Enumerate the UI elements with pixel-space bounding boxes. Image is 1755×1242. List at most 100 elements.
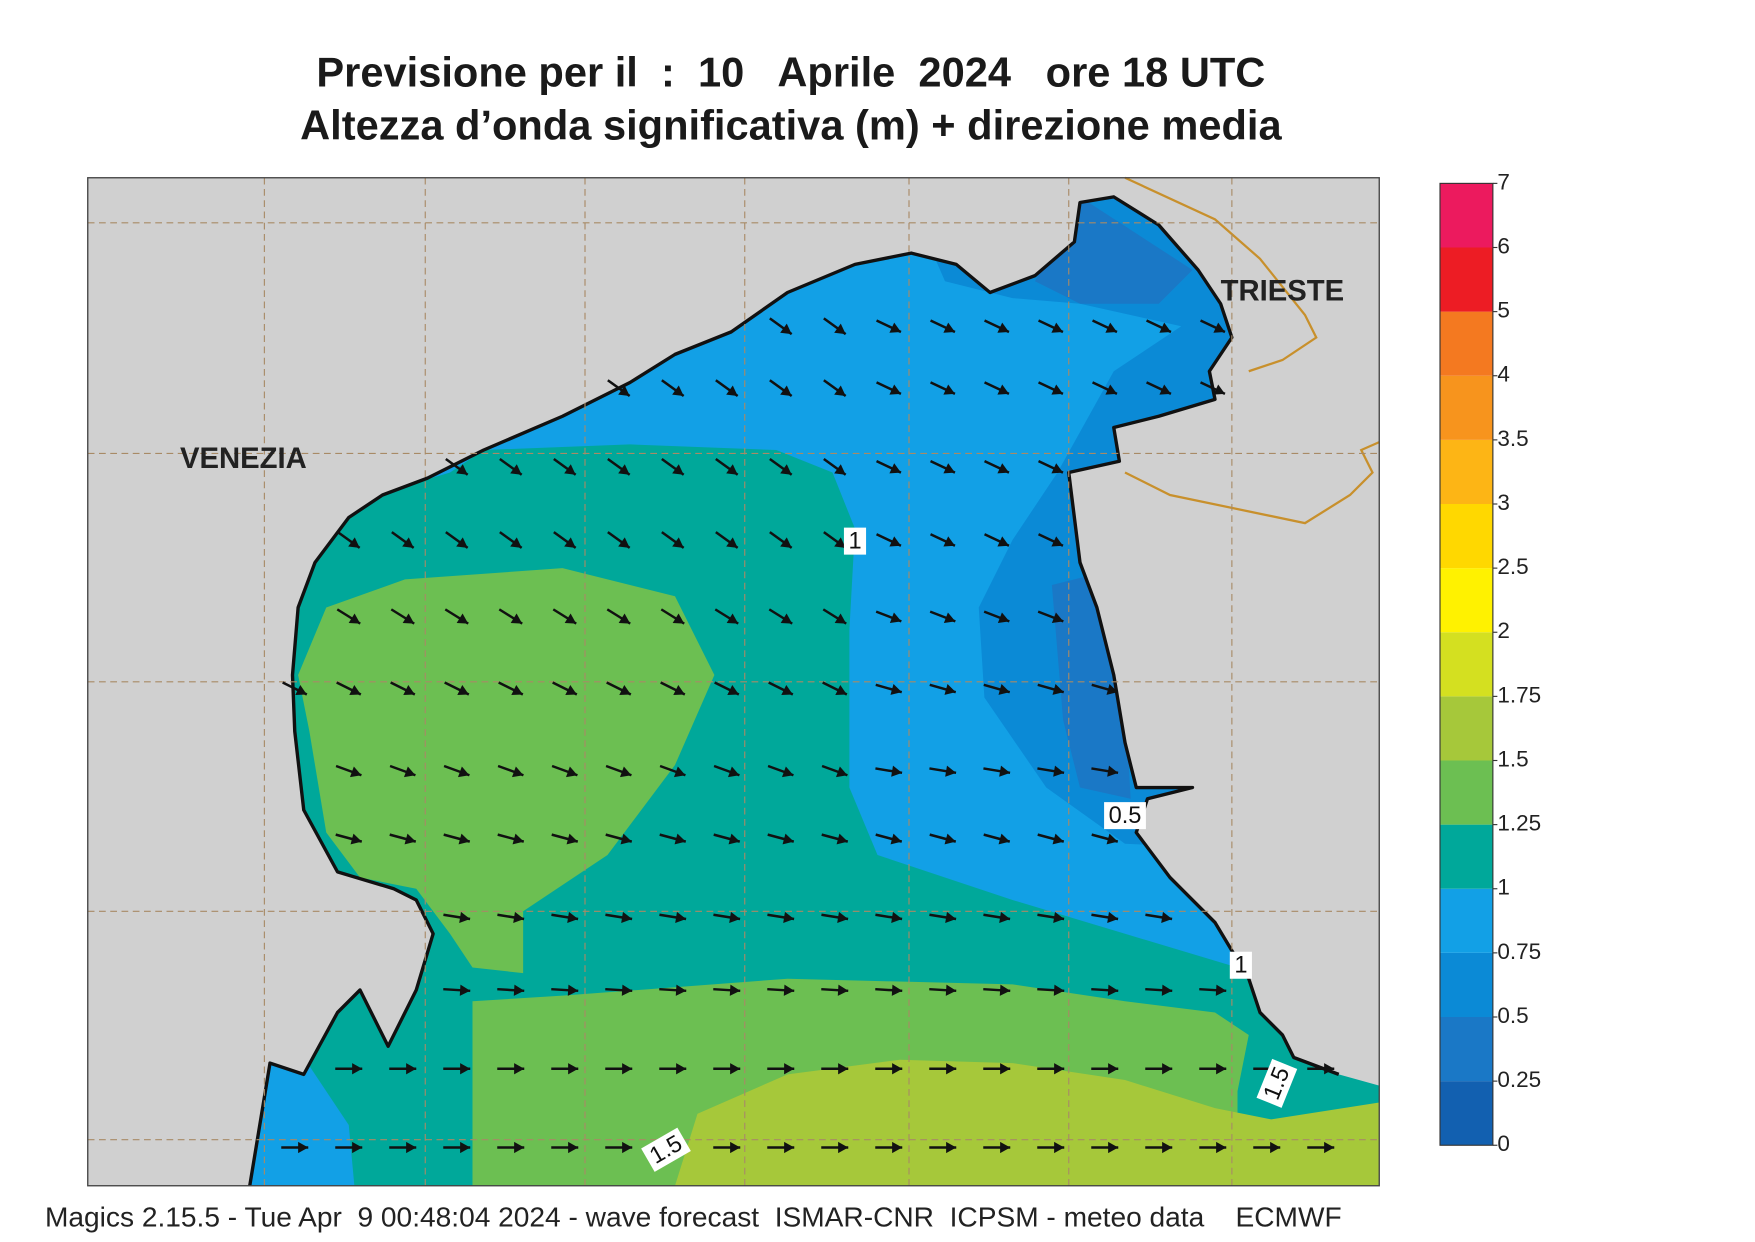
arrow-head bbox=[1051, 384, 1063, 395]
arrow-head bbox=[835, 684, 847, 696]
graticule bbox=[87, 177, 1380, 1186]
arrow-head bbox=[1105, 322, 1117, 333]
contour-label-text: 1 bbox=[848, 528, 861, 554]
arrow-head bbox=[726, 613, 739, 624]
arrow-head bbox=[889, 384, 901, 395]
arrow-head bbox=[511, 766, 524, 778]
arrow-head bbox=[1107, 911, 1119, 923]
arrow-head bbox=[619, 684, 631, 696]
arrow-head bbox=[999, 911, 1011, 923]
arrow-head bbox=[1215, 984, 1227, 996]
arrow-head bbox=[834, 537, 846, 548]
colorbar-bin bbox=[1440, 183, 1493, 248]
contour-label-box bbox=[1229, 951, 1252, 979]
colorbar-bin bbox=[1440, 632, 1493, 697]
arrow-head bbox=[943, 612, 956, 623]
arrow-head bbox=[1159, 384, 1171, 395]
arrow-head bbox=[1162, 1141, 1173, 1154]
arrow-head bbox=[729, 911, 741, 923]
arrow-head bbox=[673, 766, 686, 778]
arrow-head bbox=[780, 464, 792, 475]
contour-label-box bbox=[843, 527, 867, 555]
arrow-head bbox=[834, 613, 847, 624]
arrow-head bbox=[564, 537, 576, 548]
arrow-head bbox=[619, 766, 632, 778]
arrow-head bbox=[564, 464, 576, 475]
arrow-head bbox=[781, 684, 793, 696]
colorbar-tick-label: 3.5 bbox=[1497, 426, 1528, 451]
arrow-head bbox=[1051, 612, 1064, 623]
arrow-head bbox=[1051, 322, 1063, 333]
arrow-head bbox=[889, 612, 902, 623]
arrow-head bbox=[1161, 984, 1173, 996]
arrow-head bbox=[459, 911, 471, 923]
colorbar-tick-label: 4 bbox=[1497, 362, 1510, 387]
colorbar-tick-label: 1.5 bbox=[1497, 746, 1528, 771]
arrow-head bbox=[402, 613, 415, 624]
coastline bbox=[248, 195, 1340, 1187]
arrow-head bbox=[1053, 911, 1065, 923]
arrow-head bbox=[348, 613, 361, 624]
arrow-head bbox=[784, 1063, 795, 1075]
contour-label: 0.5 bbox=[1104, 802, 1146, 830]
arrow-head bbox=[1053, 984, 1065, 996]
arrow-head bbox=[403, 684, 415, 696]
arrow-head bbox=[618, 464, 630, 475]
arrow-head bbox=[999, 984, 1011, 996]
colorbar-bin bbox=[1440, 760, 1493, 825]
arrow-head bbox=[456, 613, 469, 624]
arrow-head bbox=[1159, 322, 1171, 333]
arrow-head bbox=[837, 984, 849, 996]
arrow-head bbox=[997, 463, 1009, 474]
arrow-head bbox=[1216, 1141, 1227, 1154]
colorbar-tick-label: 2.5 bbox=[1497, 554, 1528, 579]
arrow-head bbox=[1052, 833, 1064, 845]
arrow-head bbox=[674, 833, 686, 845]
arrow-head bbox=[620, 833, 632, 845]
arrow-head bbox=[352, 1141, 363, 1154]
arrow-head bbox=[943, 322, 955, 333]
contour-label-text: 1 bbox=[1234, 953, 1247, 979]
arrow-head bbox=[618, 385, 630, 397]
arrow-head bbox=[834, 464, 846, 475]
arrow-head bbox=[837, 911, 849, 923]
arrow-head bbox=[997, 384, 1009, 395]
colorbar-tick-label: 1 bbox=[1497, 875, 1510, 900]
arrow-head bbox=[892, 1141, 903, 1154]
arrow-head bbox=[1051, 536, 1063, 547]
arrow-head bbox=[889, 322, 901, 333]
colorbar-tick-label: 0.25 bbox=[1497, 1067, 1541, 1092]
arrow-head bbox=[782, 833, 794, 845]
contour-label: 1 bbox=[843, 527, 867, 555]
arrow-head bbox=[514, 1063, 525, 1075]
arrow-head bbox=[1213, 384, 1225, 395]
arrow-head bbox=[457, 766, 470, 778]
arrow-head bbox=[998, 683, 1010, 695]
arrow-head bbox=[567, 984, 579, 996]
arrow-head bbox=[403, 766, 416, 778]
arrow-head bbox=[460, 1063, 471, 1075]
zone-025-05 bbox=[1051, 573, 1131, 799]
border bbox=[1124, 441, 1380, 525]
arrow-head bbox=[997, 536, 1009, 547]
arrow-head bbox=[891, 911, 903, 923]
colorbar-tick-label: 1.25 bbox=[1497, 811, 1541, 836]
arrow-head bbox=[404, 833, 416, 845]
arrow-head bbox=[1000, 1063, 1011, 1075]
arrow-head bbox=[780, 537, 792, 548]
arrow-head bbox=[675, 911, 687, 923]
arrow-head bbox=[512, 833, 524, 845]
zone-15-175 bbox=[675, 1059, 1380, 1186]
arrow-head bbox=[1000, 1141, 1011, 1154]
arrow-head bbox=[618, 537, 630, 548]
arrow-head bbox=[568, 1063, 579, 1075]
colorbar-bin bbox=[1440, 311, 1493, 376]
arrow-head bbox=[730, 1141, 741, 1154]
arrow-head bbox=[890, 683, 902, 695]
arrow-head bbox=[1054, 1141, 1065, 1154]
arrow-head bbox=[1054, 1063, 1065, 1075]
arrow-head bbox=[621, 911, 633, 923]
arrow-head bbox=[836, 833, 848, 845]
